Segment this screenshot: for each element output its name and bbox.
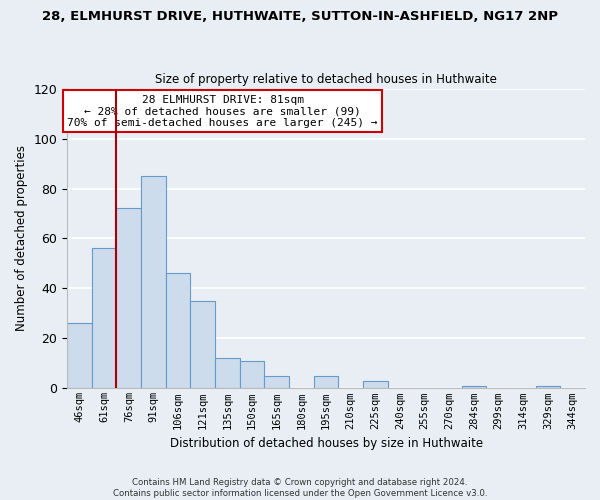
Text: Contains HM Land Registry data © Crown copyright and database right 2024.
Contai: Contains HM Land Registry data © Crown c… [113, 478, 487, 498]
Bar [363, 381, 388, 388]
Bar [141, 176, 166, 388]
Text: 28, ELMHURST DRIVE, HUTHWAITE, SUTTON-IN-ASHFIELD, NG17 2NP: 28, ELMHURST DRIVE, HUTHWAITE, SUTTON-IN… [42, 10, 558, 23]
Bar [166, 274, 190, 388]
Bar [215, 358, 240, 388]
X-axis label: Distribution of detached houses by size in Huthwaite: Distribution of detached houses by size … [170, 437, 482, 450]
Bar [462, 386, 487, 388]
Text: 28 ELMHURST DRIVE: 81sqm
← 28% of detached houses are smaller (99)
70% of semi-d: 28 ELMHURST DRIVE: 81sqm ← 28% of detach… [67, 94, 378, 128]
Bar [190, 301, 215, 388]
Bar [92, 248, 116, 388]
Bar [265, 376, 289, 388]
Bar [67, 324, 92, 388]
Bar [240, 361, 265, 388]
Y-axis label: Number of detached properties: Number of detached properties [15, 146, 28, 332]
Bar [116, 208, 141, 388]
Bar [536, 386, 560, 388]
Bar [314, 376, 338, 388]
Title: Size of property relative to detached houses in Huthwaite: Size of property relative to detached ho… [155, 73, 497, 86]
